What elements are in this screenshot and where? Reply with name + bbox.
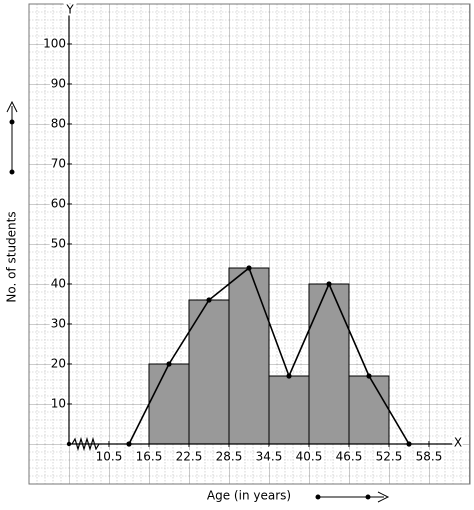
y-axis-label: No. of students bbox=[5, 211, 19, 302]
y-tick-label: 50 bbox=[51, 237, 66, 251]
x-tick-label: 10.5 bbox=[96, 450, 123, 464]
x-tick-label: 52.5 bbox=[376, 450, 403, 464]
x-tick-label: 40.5 bbox=[296, 450, 323, 464]
axis-break bbox=[71, 436, 100, 452]
bar bbox=[268, 375, 310, 445]
y-tick-label: 70 bbox=[51, 157, 66, 171]
polygon-point bbox=[166, 361, 172, 367]
polygon-point bbox=[246, 265, 252, 271]
polygon-point bbox=[126, 441, 132, 447]
bar bbox=[148, 363, 190, 445]
origin bbox=[66, 441, 72, 447]
polygon-point bbox=[366, 373, 372, 379]
frequency-polygon bbox=[128, 266, 410, 445]
y-tick-label: 60 bbox=[51, 197, 66, 211]
y-axis-name: Y bbox=[65, 3, 74, 17]
x-tick-label: 28.5 bbox=[216, 450, 243, 464]
polygon-point bbox=[286, 373, 292, 379]
x-tick-label: 22.5 bbox=[176, 450, 203, 464]
x-axis-label: Age (in years) bbox=[207, 489, 291, 503]
polygon-point bbox=[406, 441, 412, 447]
polygon-point bbox=[206, 297, 212, 303]
y-tick-label: 80 bbox=[51, 117, 66, 131]
x-arrow bbox=[315, 491, 390, 503]
y-tick-label: 10 bbox=[51, 397, 66, 411]
bar bbox=[228, 267, 270, 445]
x-tick-label: 46.5 bbox=[336, 450, 363, 464]
y-arrow bbox=[6, 100, 18, 175]
x-tick-label: 34.5 bbox=[256, 450, 283, 464]
x-tick-label: 58.5 bbox=[416, 450, 443, 464]
bar bbox=[348, 375, 390, 445]
y-tick-label: 90 bbox=[51, 77, 66, 91]
bar bbox=[308, 283, 350, 445]
polygon-point bbox=[326, 281, 332, 287]
y-tick-label: 20 bbox=[51, 357, 66, 371]
y-tick-label: 40 bbox=[51, 277, 66, 291]
x-axis-name: X bbox=[454, 436, 462, 450]
y-tick-label: 30 bbox=[51, 317, 66, 331]
y-tick-label: 100 bbox=[43, 37, 66, 51]
x-tick-label: 16.5 bbox=[136, 450, 163, 464]
